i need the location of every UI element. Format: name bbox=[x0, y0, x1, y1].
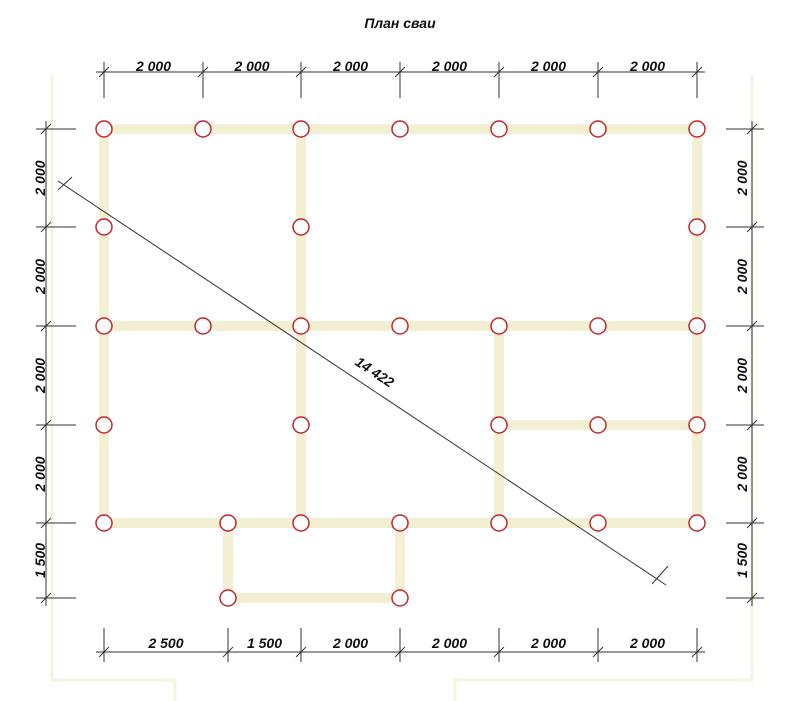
dimension-tick bbox=[40, 320, 52, 332]
dimension-tick bbox=[295, 66, 307, 78]
pile bbox=[95, 514, 113, 532]
pile bbox=[95, 317, 113, 335]
pile bbox=[292, 514, 310, 532]
dimension-tick bbox=[40, 517, 52, 529]
dimension-label: 2 000 bbox=[332, 635, 368, 651]
diagonal-tick bbox=[651, 565, 669, 585]
dimension-tick bbox=[592, 646, 604, 658]
dimensions: 2 000 2 000 2 000 2 000 2 000 2 000 2 500 1 500… bbox=[32, 58, 764, 662]
dimension-label: 2 000 bbox=[530, 58, 566, 74]
dimension-tick bbox=[98, 646, 110, 658]
pile bbox=[391, 514, 409, 532]
pile bbox=[490, 317, 508, 335]
dimension-label: 2 000 bbox=[32, 160, 48, 196]
dimension-tick bbox=[746, 419, 758, 431]
pile bbox=[688, 514, 706, 532]
dimension-tick bbox=[493, 646, 505, 658]
dimension-tick bbox=[40, 123, 52, 135]
diagonal-line bbox=[57, 180, 667, 586]
pile bbox=[194, 120, 212, 138]
pile bbox=[391, 120, 409, 138]
dimension-label: 2 000 bbox=[32, 358, 48, 394]
dimension-label: 1 500 bbox=[247, 635, 282, 651]
dimension-tick bbox=[295, 646, 307, 658]
dimension-label: 1 500 bbox=[734, 543, 750, 578]
dimension-tick bbox=[394, 646, 406, 658]
pile bbox=[688, 416, 706, 434]
dimension-tick bbox=[691, 646, 703, 658]
pile bbox=[490, 514, 508, 532]
dimension-label: 2 000 bbox=[431, 635, 467, 651]
dimension-tick bbox=[40, 592, 52, 604]
title: План сваи bbox=[364, 15, 436, 31]
dimension-tick bbox=[592, 66, 604, 78]
pile bbox=[688, 317, 706, 335]
pile bbox=[95, 120, 113, 138]
dimension-label: 2 000 bbox=[32, 456, 48, 492]
dimension-label: 2 000 bbox=[233, 58, 269, 74]
pile bbox=[391, 317, 409, 335]
dimension-label: 2 000 bbox=[32, 259, 48, 295]
dimension-tick bbox=[691, 66, 703, 78]
diagonal-label: 14 422 bbox=[353, 353, 398, 390]
dimension-tick bbox=[394, 66, 406, 78]
pile bbox=[391, 589, 409, 607]
pile bbox=[589, 416, 607, 434]
dimension-label: 2 500 bbox=[147, 635, 183, 651]
pile bbox=[688, 120, 706, 138]
dimension-label: 2 000 bbox=[629, 58, 665, 74]
pile bbox=[589, 120, 607, 138]
pile bbox=[219, 514, 237, 532]
dimension-label: 2 000 bbox=[431, 58, 467, 74]
pile bbox=[292, 416, 310, 434]
dimension-tick bbox=[98, 66, 110, 78]
dimension-tick bbox=[493, 66, 505, 78]
dimension-tick bbox=[746, 320, 758, 332]
pile bbox=[219, 589, 237, 607]
dimension-tick bbox=[746, 123, 758, 135]
background-frame bbox=[50, 75, 754, 701]
dimension-tick bbox=[197, 66, 209, 78]
dimension-tick bbox=[746, 517, 758, 529]
dimension-tick bbox=[40, 221, 52, 233]
pile bbox=[292, 120, 310, 138]
pile bbox=[194, 317, 212, 335]
pile bbox=[95, 416, 113, 434]
dimension-label: 2 000 bbox=[734, 259, 750, 295]
pile bbox=[292, 218, 310, 236]
pile bbox=[589, 514, 607, 532]
pile bbox=[490, 120, 508, 138]
piles bbox=[95, 120, 706, 607]
dimension-label: 2 000 bbox=[734, 358, 750, 394]
pile bbox=[589, 317, 607, 335]
dimension-label: 2 000 bbox=[734, 456, 750, 492]
dimension-tick bbox=[746, 592, 758, 604]
dimension-label: 2 000 bbox=[332, 58, 368, 74]
dimension-label: 2 000 bbox=[734, 160, 750, 196]
dimension-tick bbox=[746, 221, 758, 233]
dimension-label: 2 000 bbox=[530, 635, 566, 651]
dimension-label: 1 500 bbox=[32, 543, 48, 578]
pile bbox=[490, 416, 508, 434]
dimension-tick bbox=[40, 419, 52, 431]
dimension-label: 2 000 bbox=[135, 58, 171, 74]
diagonal-tick bbox=[57, 176, 73, 191]
dimension-tick bbox=[222, 646, 234, 658]
dimension-label: 2 000 bbox=[629, 635, 665, 651]
pile bbox=[292, 317, 310, 335]
pile bbox=[95, 218, 113, 236]
pile bbox=[688, 218, 706, 236]
